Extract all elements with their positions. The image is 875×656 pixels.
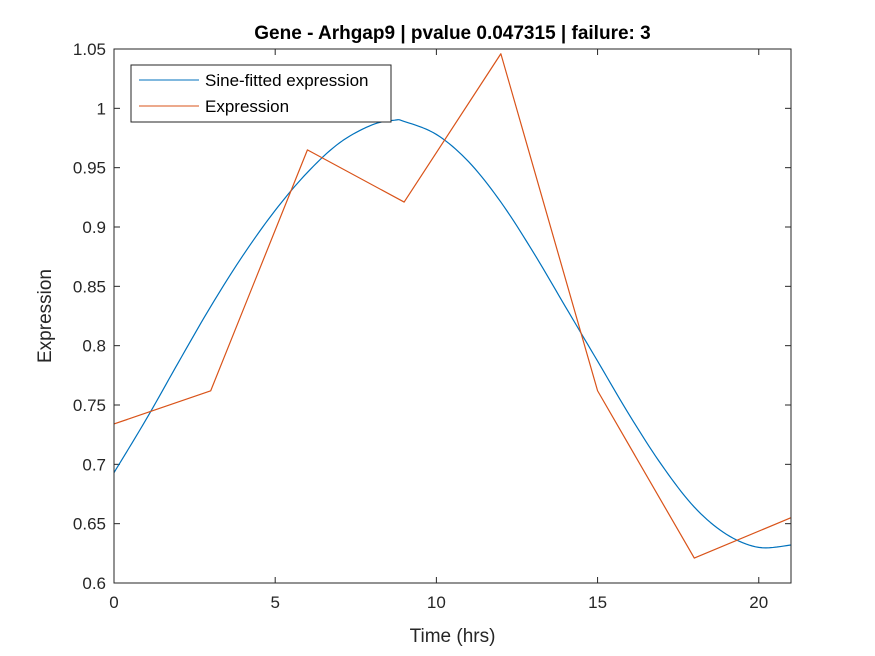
y-tick-label: 0.7: [82, 455, 106, 474]
legend-label-sine-fitted: Sine-fitted expression: [205, 71, 368, 90]
series-layer: [113, 53, 792, 559]
y-tick-label: 0.85: [73, 277, 106, 296]
y-tick-label: 0.75: [73, 396, 106, 415]
y-tick-label: 1.05: [73, 40, 106, 59]
y-tick-label: 0.6: [82, 574, 106, 593]
y-tick-label: 1: [97, 99, 106, 118]
plot-area: [114, 49, 791, 583]
x-tick-label: 0: [109, 593, 118, 612]
x-tick-label: 20: [749, 593, 768, 612]
ticks-layer: 0 5 10 15 20 0.6 0.65 0.7 0.75 0.8 0.85 0.9 0.95 1 1.0…: [73, 40, 791, 612]
x-tick-label: 15: [588, 593, 607, 612]
legend-label-expression: Expression: [205, 97, 289, 116]
chart-title: Gene - Arhgap9 | pvalue 0.047315 | failu…: [254, 23, 650, 44]
series-line-sine-fitted: [113, 119, 792, 549]
legend: Sine-fitted expression Expression: [130, 64, 392, 123]
y-tick-label: 0.8: [82, 337, 106, 356]
y-axis-label: Expression: [35, 269, 56, 363]
x-axis-label: Time (hrs): [410, 626, 496, 647]
x-tick-label: 10: [427, 593, 446, 612]
y-tick-label: 0.65: [73, 515, 106, 534]
y-tick-label: 0.95: [73, 159, 106, 178]
axes-box: [113, 48, 792, 584]
legend-box: [130, 64, 392, 123]
series-line-expression: [113, 53, 792, 559]
y-tick-label: 0.9: [82, 218, 106, 237]
x-tick-label: 5: [270, 593, 279, 612]
